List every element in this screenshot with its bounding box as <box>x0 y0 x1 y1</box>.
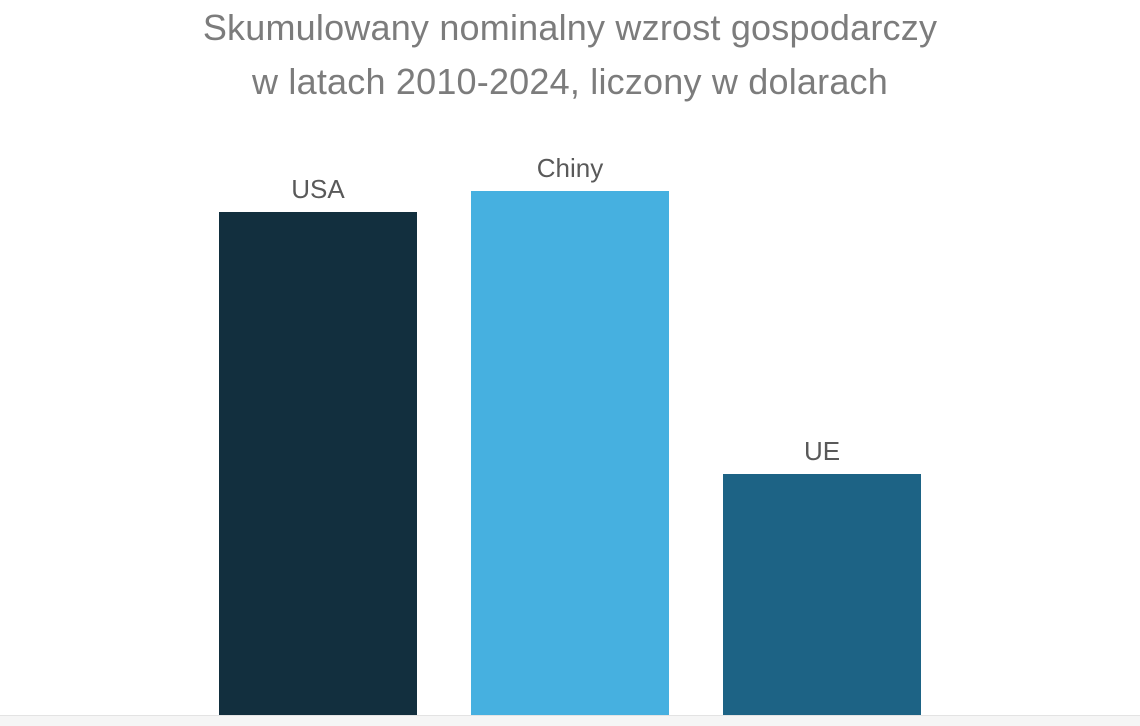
chart-title-line-2: w latach 2010-2024, liczony w dolarach <box>252 61 888 102</box>
bar-label-ue: UE <box>803 436 841 466</box>
bar-label-chiny: Chiny <box>536 153 604 183</box>
bar-label-usa: USA <box>291 174 345 204</box>
bar-usa <box>219 212 417 715</box>
chart-title-line-1: Skumulowany nominalny wzrost gospodarczy <box>202 7 938 48</box>
page-bottom-strip <box>0 715 1140 726</box>
bar-chiny <box>471 191 669 715</box>
chart-title: Skumulowany nominalny wzrost gospodarczy… <box>0 1 1140 109</box>
bar-ue <box>723 474 921 715</box>
